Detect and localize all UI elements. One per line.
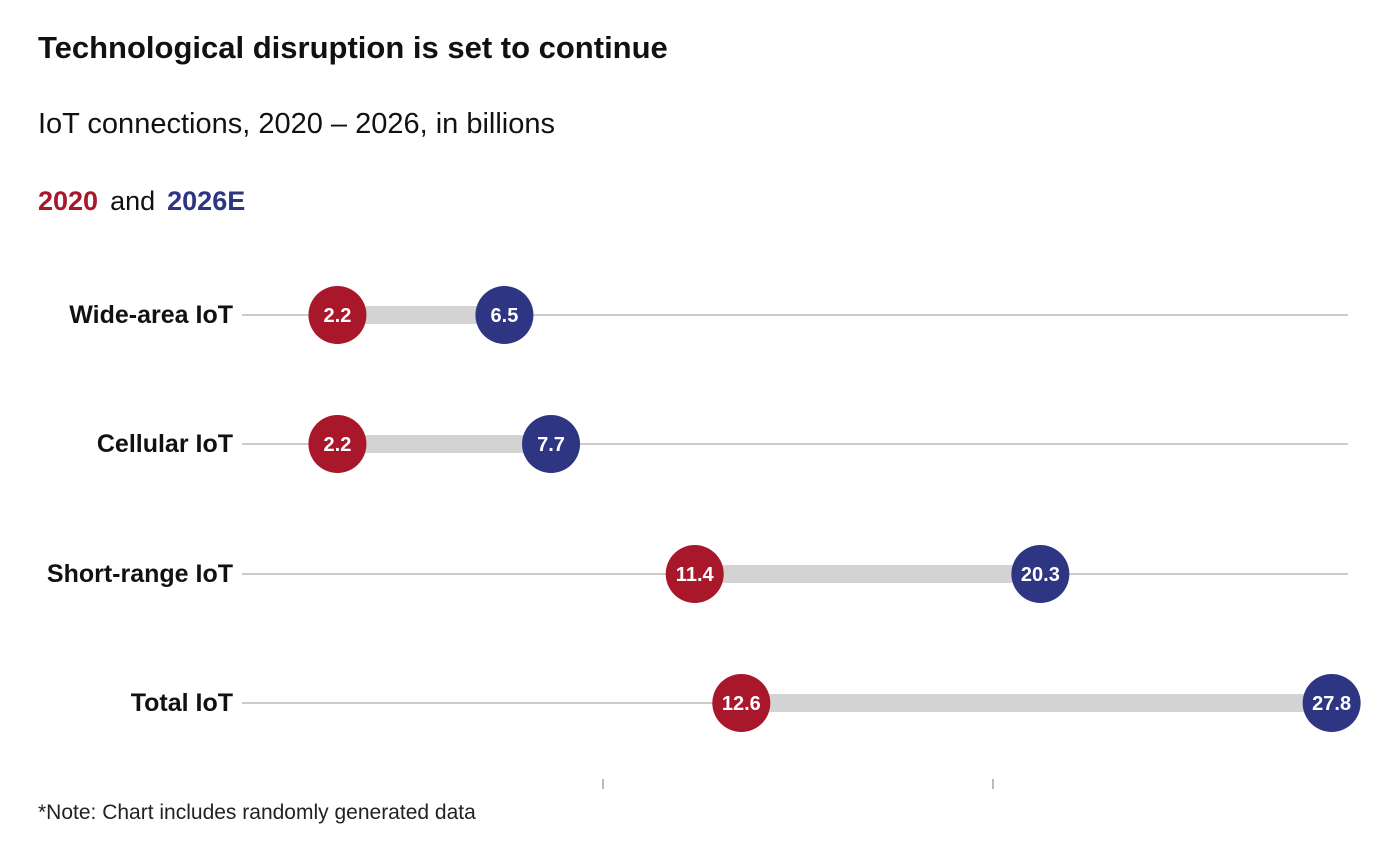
category-label: Wide-area IoT bbox=[69, 301, 233, 329]
dot-2026e bbox=[522, 415, 581, 473]
dot-2026e bbox=[1011, 545, 1070, 603]
legend: 2020 and 2026E bbox=[38, 186, 245, 217]
value-label-2020: 2.2 bbox=[324, 434, 352, 456]
legend-connector: and bbox=[110, 186, 156, 216]
dot-2026e bbox=[475, 286, 534, 344]
value-label-2026e: 20.3 bbox=[1021, 564, 1060, 586]
value-label-2026e: 27.8 bbox=[1312, 693, 1351, 715]
value-label-2020: 2.2 bbox=[324, 305, 352, 327]
value-label-2020: 12.6 bbox=[722, 693, 761, 715]
category-label: Cellular IoT bbox=[97, 430, 233, 458]
value-label-2026e: 7.7 bbox=[537, 434, 565, 456]
chart-subtitle: IoT connections, 2020 – 2026, in billion… bbox=[38, 108, 555, 140]
dot-2020 bbox=[712, 674, 771, 732]
value-label-2026e: 6.5 bbox=[491, 305, 519, 327]
dot-2020 bbox=[665, 545, 724, 603]
dot-2020 bbox=[308, 415, 367, 473]
category-label: Total IoT bbox=[131, 689, 233, 717]
legend-2020: 2020 bbox=[38, 186, 99, 216]
dot-2020 bbox=[308, 286, 367, 344]
chart-title: Technological disruption is set to conti… bbox=[38, 30, 668, 65]
legend-2026e: 2026E bbox=[167, 186, 246, 216]
dot-2026e bbox=[1302, 674, 1361, 732]
chart-note: *Note: Chart includes randomly generated… bbox=[38, 801, 476, 824]
category-label: Short-range IoT bbox=[47, 560, 233, 588]
value-label-2020: 11.4 bbox=[676, 564, 715, 586]
